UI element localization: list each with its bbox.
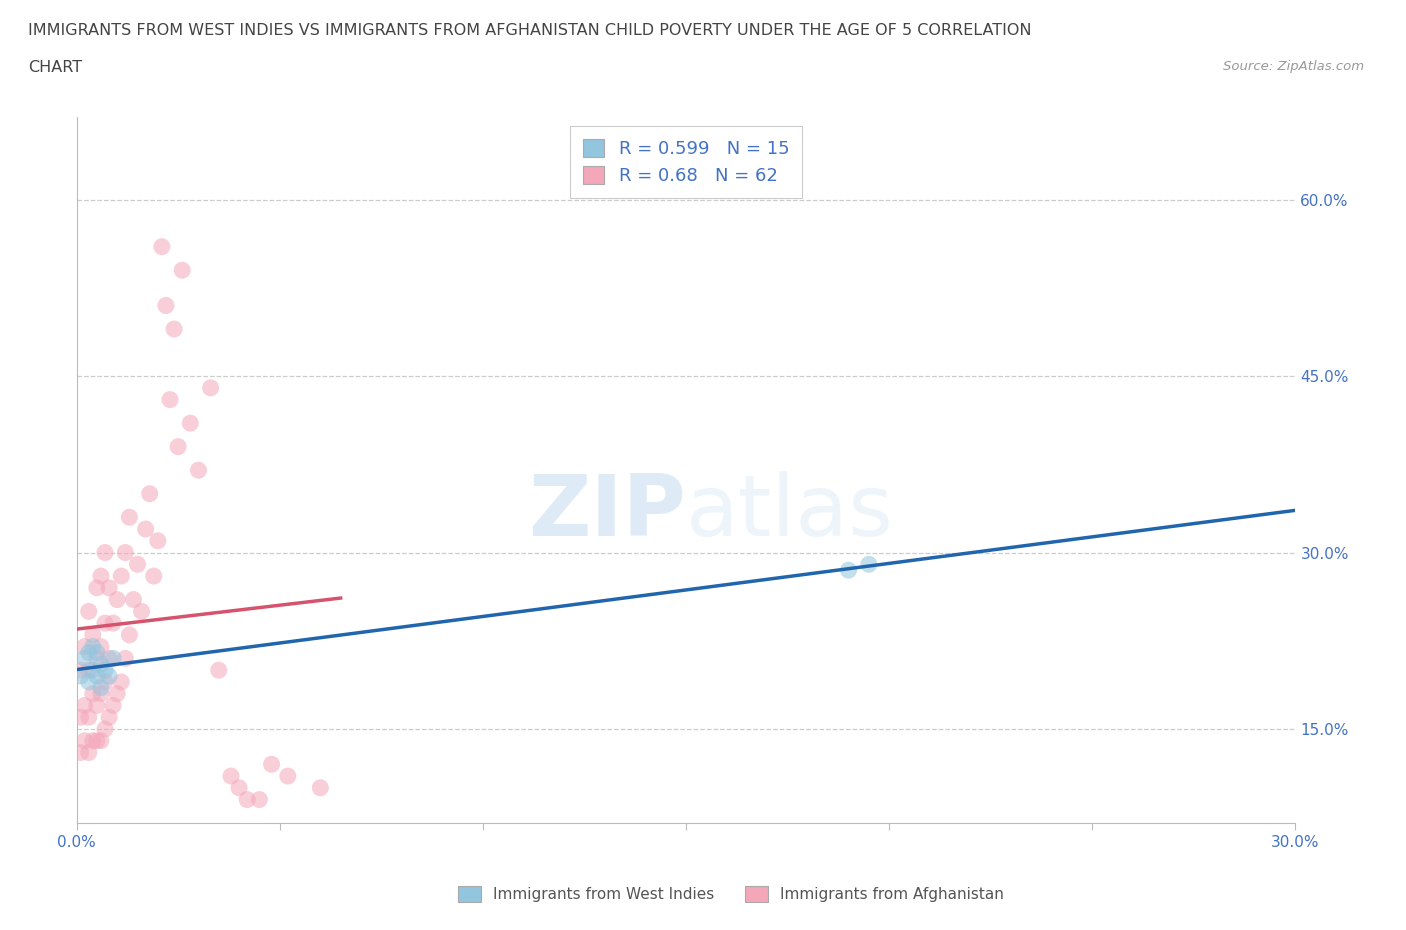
Point bbox=[159, 392, 181, 407]
Point bbox=[98, 669, 121, 684]
Point bbox=[208, 663, 231, 678]
Point bbox=[146, 533, 169, 548]
Point bbox=[110, 674, 132, 689]
Point bbox=[69, 669, 91, 684]
Point bbox=[167, 439, 190, 454]
Point bbox=[142, 568, 165, 583]
Point bbox=[86, 669, 108, 684]
Text: IMMIGRANTS FROM WEST INDIES VS IMMIGRANTS FROM AFGHANISTAN CHILD POVERTY UNDER T: IMMIGRANTS FROM WEST INDIES VS IMMIGRANT… bbox=[28, 23, 1032, 38]
Text: Source: ZipAtlas.com: Source: ZipAtlas.com bbox=[1223, 60, 1364, 73]
Point bbox=[118, 628, 141, 643]
Point bbox=[94, 674, 117, 689]
Point bbox=[105, 686, 128, 701]
Point bbox=[277, 768, 299, 783]
Point bbox=[86, 580, 108, 595]
Point bbox=[82, 663, 104, 678]
Point bbox=[309, 780, 332, 795]
Point bbox=[73, 639, 96, 654]
Legend: Immigrants from West Indies, Immigrants from Afghanistan: Immigrants from West Indies, Immigrants … bbox=[453, 880, 1010, 909]
Point bbox=[118, 510, 141, 525]
Point bbox=[69, 710, 91, 724]
Point bbox=[187, 463, 209, 478]
Point bbox=[98, 580, 121, 595]
Point bbox=[90, 734, 112, 749]
Point bbox=[86, 698, 108, 713]
Point bbox=[110, 568, 132, 583]
Point bbox=[94, 722, 117, 737]
Point bbox=[200, 380, 222, 395]
Text: ZIP: ZIP bbox=[529, 471, 686, 554]
Text: CHART: CHART bbox=[28, 60, 82, 75]
Point bbox=[94, 616, 117, 631]
Point bbox=[127, 557, 149, 572]
Point bbox=[90, 657, 112, 671]
Point bbox=[838, 563, 860, 578]
Point bbox=[163, 322, 186, 337]
Point bbox=[77, 745, 100, 760]
Point bbox=[98, 710, 121, 724]
Point bbox=[114, 651, 136, 666]
Point bbox=[236, 792, 259, 807]
Legend: R = 0.599   N = 15, R = 0.68   N = 62: R = 0.599 N = 15, R = 0.68 N = 62 bbox=[569, 126, 801, 197]
Point bbox=[179, 416, 201, 431]
Point bbox=[105, 592, 128, 607]
Point bbox=[82, 639, 104, 654]
Point bbox=[219, 768, 242, 783]
Point bbox=[90, 681, 112, 696]
Point bbox=[98, 651, 121, 666]
Point bbox=[82, 734, 104, 749]
Point bbox=[82, 686, 104, 701]
Point bbox=[73, 698, 96, 713]
Point bbox=[150, 239, 173, 254]
Point bbox=[260, 757, 283, 772]
Point bbox=[114, 545, 136, 560]
Point bbox=[77, 710, 100, 724]
Point bbox=[101, 651, 124, 666]
Point bbox=[135, 522, 157, 537]
Point bbox=[90, 686, 112, 701]
Point bbox=[77, 645, 100, 660]
Point bbox=[90, 568, 112, 583]
Point bbox=[77, 604, 100, 618]
Point bbox=[94, 663, 117, 678]
Point bbox=[858, 557, 880, 572]
Point bbox=[90, 639, 112, 654]
Point bbox=[101, 616, 124, 631]
Point bbox=[77, 674, 100, 689]
Point bbox=[247, 792, 270, 807]
Point bbox=[101, 698, 124, 713]
Point bbox=[155, 299, 177, 313]
Point bbox=[94, 545, 117, 560]
Point bbox=[73, 734, 96, 749]
Point bbox=[228, 780, 250, 795]
Point bbox=[86, 734, 108, 749]
Point bbox=[77, 663, 100, 678]
Point bbox=[86, 645, 108, 660]
Point bbox=[172, 263, 194, 278]
Point bbox=[86, 651, 108, 666]
Text: atlas: atlas bbox=[686, 471, 894, 554]
Point bbox=[69, 745, 91, 760]
Point bbox=[69, 663, 91, 678]
Point bbox=[122, 592, 145, 607]
Point bbox=[131, 604, 153, 618]
Point bbox=[138, 486, 160, 501]
Point bbox=[73, 651, 96, 666]
Point bbox=[82, 628, 104, 643]
